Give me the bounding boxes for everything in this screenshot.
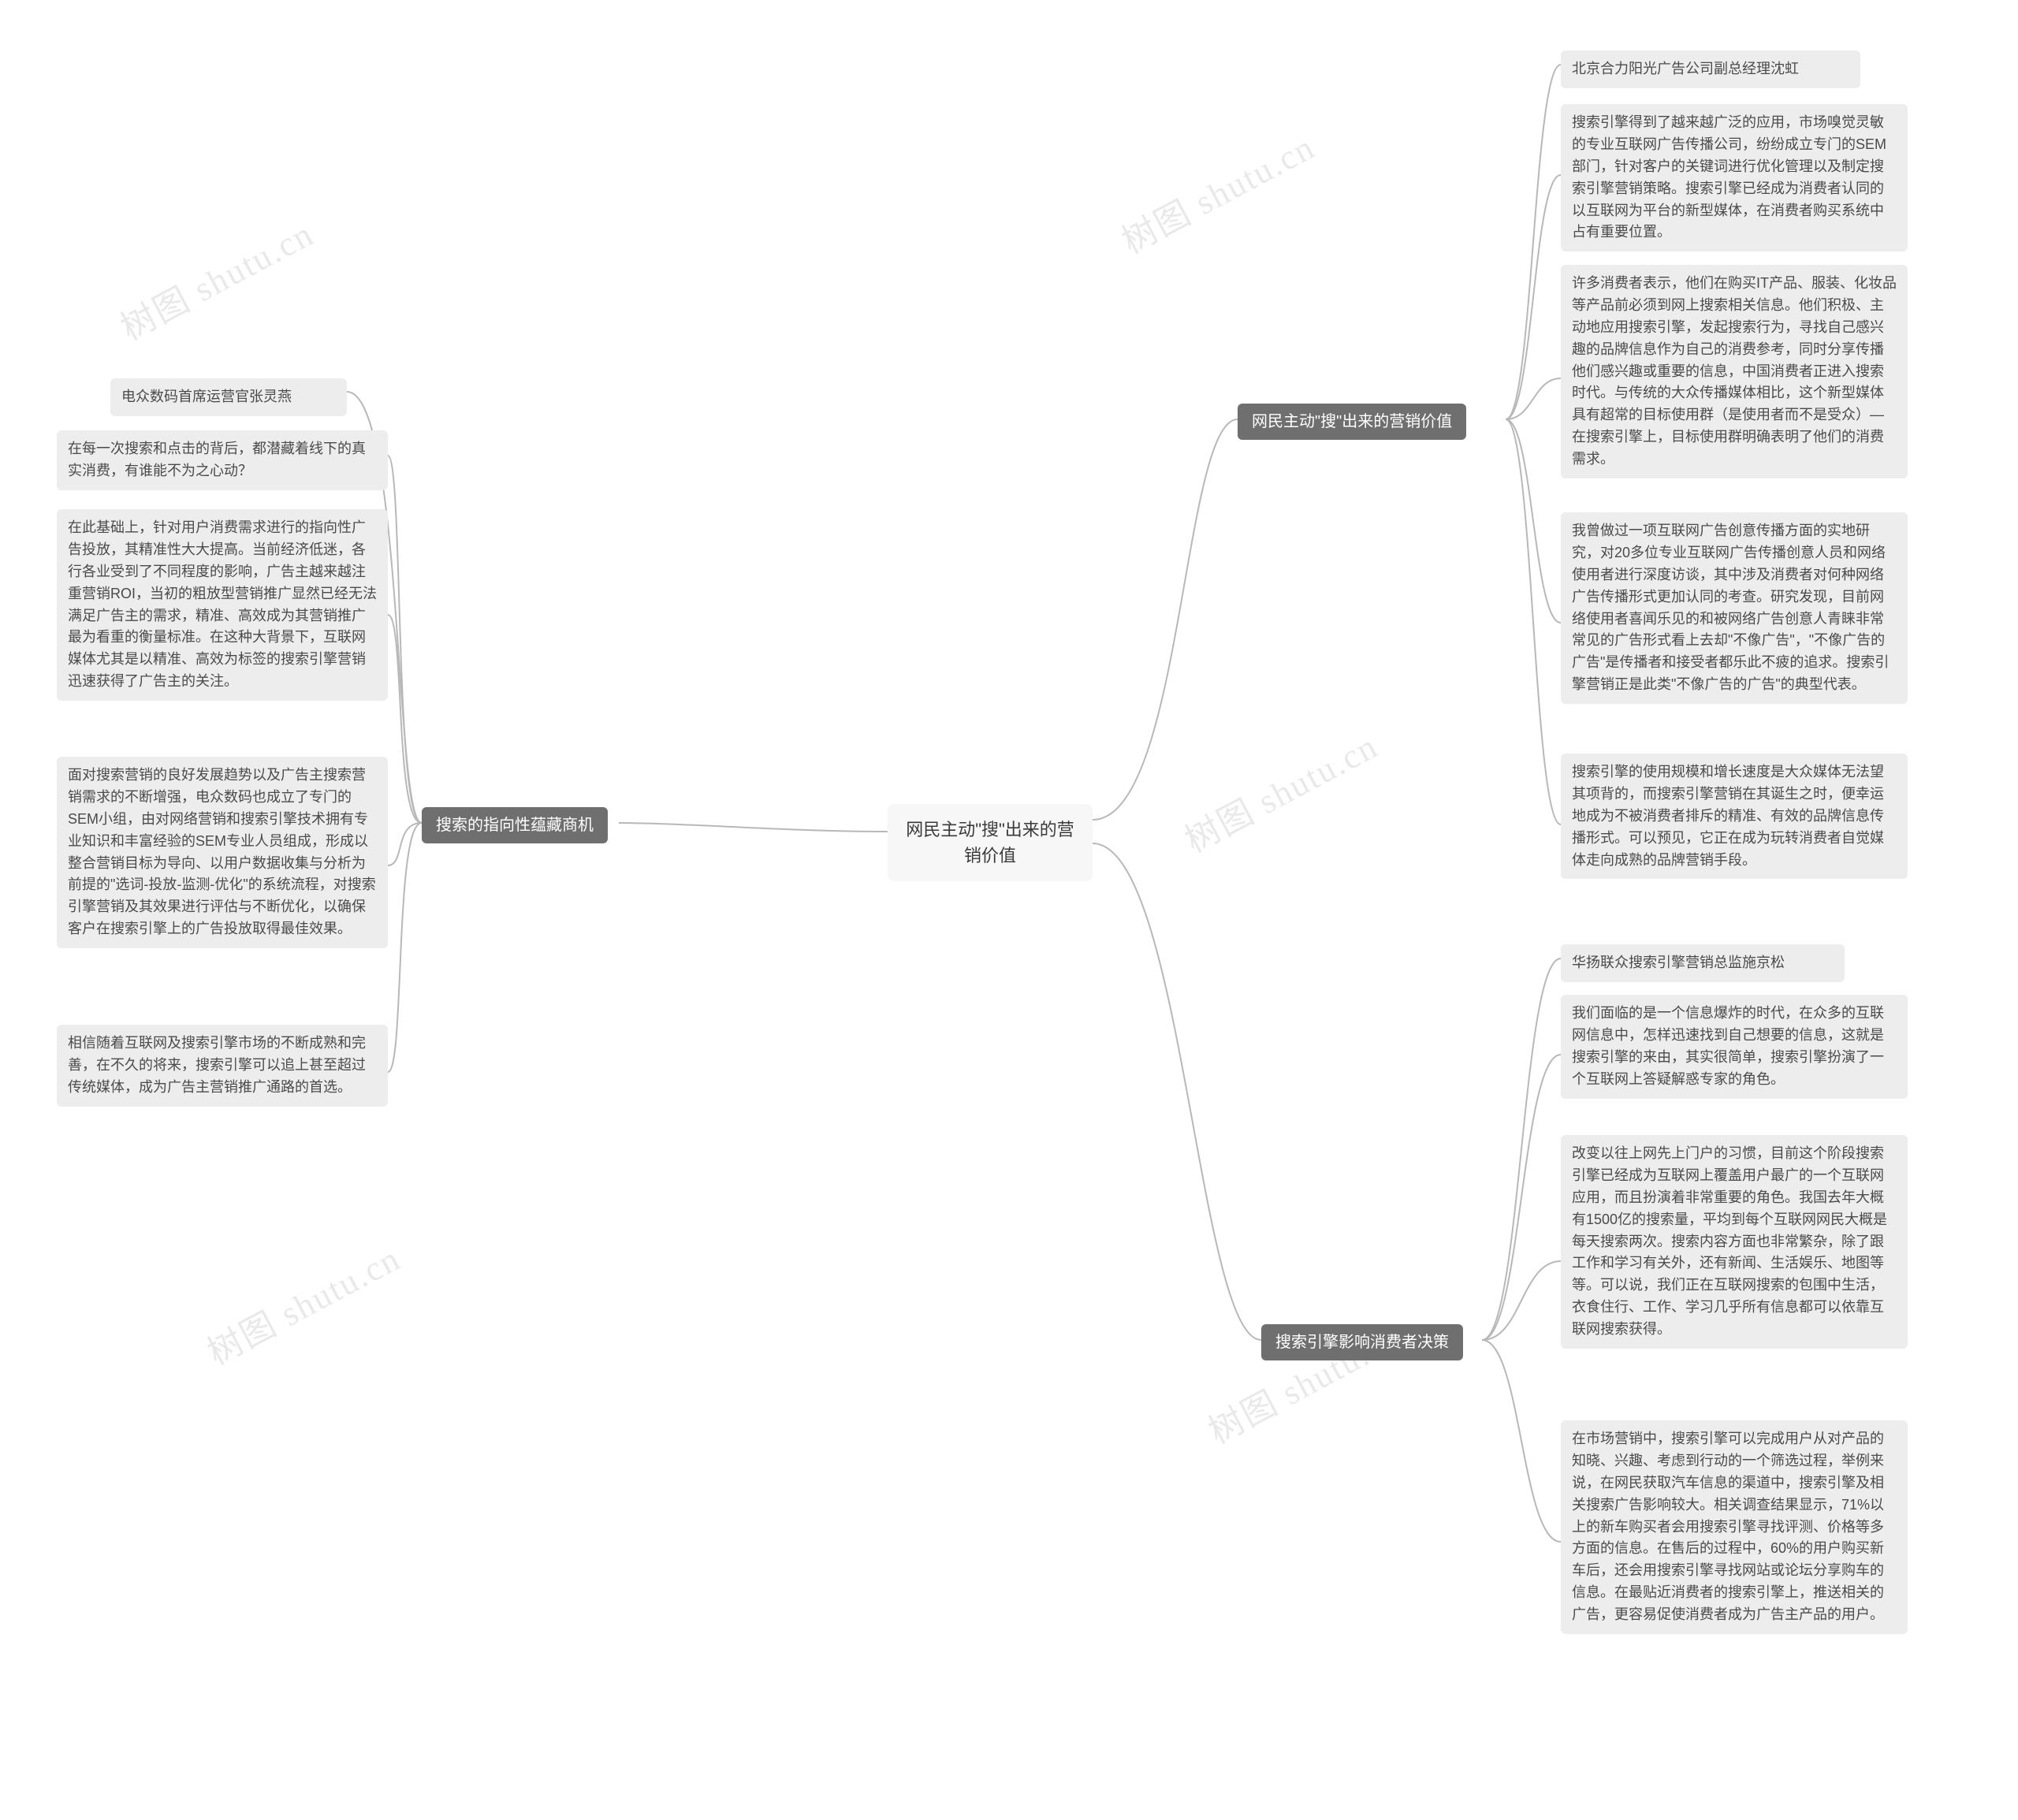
leaf-left-0[interactable]: 电众数码首席运营官张灵燕 [110, 378, 347, 416]
leaf-left-2[interactable]: 在此基础上，针对用户消费需求进行的指向性广告投放，其精准性大大提高。当前经济低迷… [57, 509, 388, 701]
root-node[interactable]: 网民主动"搜"出来的营 销价值 [888, 804, 1093, 881]
leaf-rb-0[interactable]: 华扬联众搜索引擎营销总监施京松 [1561, 944, 1845, 982]
leaf-rt-3[interactable]: 我曾做过一项互联网广告创意传播方面的实地研究，对20多位专业互联网广告传播创意人… [1561, 512, 1908, 704]
root-title-line1: 网民主动"搜"出来的营 [903, 817, 1077, 843]
leaf-rt-4[interactable]: 搜索引擎的使用规模和增长速度是大众媒体无法望其项背的，而搜索引擎营销在其诞生之时… [1561, 754, 1908, 879]
mindmap-canvas: 树图 shutu.cn 树图 shutu.cn 树图 shutu.cn 树图 s… [0, 0, 2018, 1820]
leaf-rt-0[interactable]: 北京合力阳光广告公司副总经理沈虹 [1561, 50, 1860, 88]
leaf-rb-1[interactable]: 我们面临的是一个信息爆炸的时代，在众多的互联网信息中，怎样迅速找到自己想要的信息… [1561, 995, 1908, 1099]
leaf-rt-2[interactable]: 许多消费者表示，他们在购买IT产品、服装、化妆品等产品前必须到网上搜索相关信息。… [1561, 265, 1908, 478]
branch-right-bottom[interactable]: 搜索引擎影响消费者决策 [1261, 1324, 1463, 1360]
branch-right-top[interactable]: 网民主动"搜"出来的营销价值 [1238, 404, 1466, 440]
watermark: 树图 shutu.cn [197, 1230, 408, 1375]
watermark: 树图 shutu.cn [1175, 718, 1385, 862]
watermark: 树图 shutu.cn [110, 206, 321, 350]
leaf-rt-1[interactable]: 搜索引擎得到了越来越广泛的应用，市场嗅觉灵敏的专业互联网广告传播公司，纷纷成立专… [1561, 104, 1908, 251]
leaf-rb-2[interactable]: 改变以往上网先上门户的习惯，目前这个阶段搜索引擎已经成为互联网上覆盖用户最广的一… [1561, 1135, 1908, 1349]
leaf-rb-3[interactable]: 在市场营销中，搜索引擎可以完成用户从对产品的知晓、兴趣、考虑到行动的一个筛选过程… [1561, 1420, 1908, 1634]
branch-left[interactable]: 搜索的指向性蕴藏商机 [422, 807, 608, 843]
leaf-left-3[interactable]: 面对搜索营销的良好发展趋势以及广告主搜索营销需求的不断增强，电众数码也成立了专门… [57, 757, 388, 948]
root-title-line2: 销价值 [903, 843, 1077, 869]
leaf-left-1[interactable]: 在每一次搜索和点击的背后，都潜藏着线下的真实消费，有谁能不为之心动？ [57, 430, 388, 490]
leaf-left-4[interactable]: 相信随着互联网及搜索引擎市场的不断成熟和完善，在不久的将来，搜索引擎可以追上甚至… [57, 1025, 388, 1107]
watermark: 树图 shutu.cn [1111, 119, 1322, 263]
